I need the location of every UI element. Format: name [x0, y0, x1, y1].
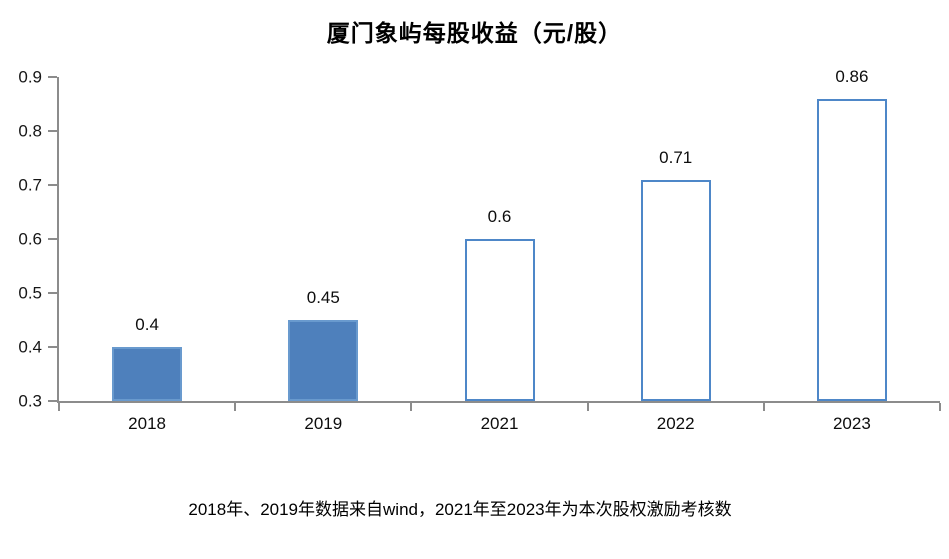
bar-2021: [464, 239, 535, 401]
y-axis-tick-label: 0.3: [18, 391, 42, 411]
y-axis-tick-label: 0.7: [18, 175, 42, 195]
y-axis-tick-label: 0.5: [18, 283, 42, 303]
bar-2018: [112, 347, 183, 401]
bar-value-label: 0.4: [135, 315, 159, 334]
x-axis-category-label: 2018: [128, 414, 166, 433]
footnote: 2018年、2019年数据来自wind，2021年至2023年为本次股权激励考核…: [188, 500, 732, 519]
x-axis-tick: [58, 403, 60, 411]
y-axis-tick: [48, 130, 57, 132]
x-axis-tick: [234, 403, 237, 411]
x-axis-category-label: 2022: [656, 414, 695, 433]
chart-title: 厦门象屿每股收益（元/股）: [326, 20, 623, 46]
x-axis-tick: [762, 403, 765, 411]
x-axis-tick: [939, 403, 941, 411]
x-axis-category-label: 2021: [480, 414, 519, 433]
bar-2023: [816, 98, 887, 401]
bar-value-label: 0.71: [659, 147, 693, 167]
bar-value-label: 0.86: [835, 66, 869, 86]
y-axis-tick-label: 0.9: [18, 67, 42, 87]
y-axis-tick: [48, 292, 57, 294]
y-axis-tick-label: 0.8: [18, 121, 42, 141]
y-axis-tick: [48, 76, 57, 78]
plot-area: 0.3 0.4 0.5 0.6 0.7 0.8 0.9 0.4 2018 0.45 2019 0.6…: [18, 68, 941, 432]
bar-value-label: 0.45: [306, 288, 340, 307]
bar-value-label: 0.6: [487, 207, 512, 226]
y-axis-tick: [48, 238, 57, 240]
x-axis-tick: [410, 403, 413, 411]
x-axis-category-label: 2019: [304, 414, 343, 433]
y-axis-tick-label: 0.6: [18, 229, 42, 249]
y-axis-tick: [48, 400, 57, 402]
x-axis-tick: [586, 403, 589, 411]
y-axis-tick: [48, 346, 57, 348]
x-axis-category-label: 2023: [832, 414, 871, 433]
y-axis-tick-label: 0.4: [18, 337, 42, 357]
y-axis-tick: [48, 184, 57, 186]
bar-2022: [640, 179, 711, 401]
bar-2019: [288, 320, 359, 401]
